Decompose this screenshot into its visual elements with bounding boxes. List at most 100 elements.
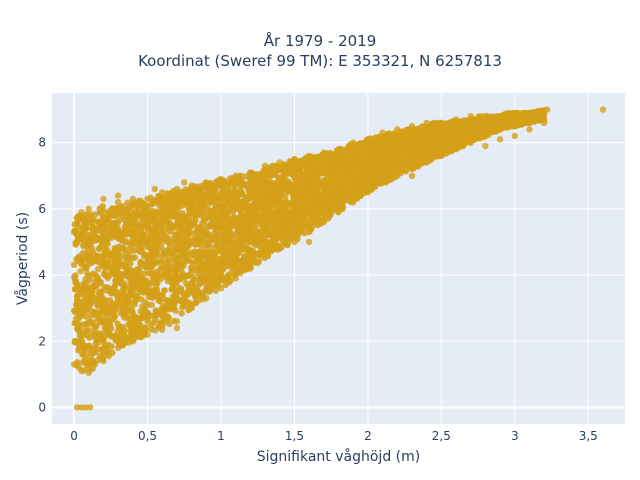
data-point	[161, 287, 168, 294]
data-point	[174, 215, 181, 222]
data-point	[97, 279, 105, 286]
data-point	[101, 236, 108, 243]
data-point	[115, 334, 122, 342]
data-point	[78, 259, 85, 266]
data-point	[177, 285, 184, 292]
chart-subtitle: Koordinat (Sweref 99 TM): E 353321, N 62…	[138, 52, 502, 70]
data-point	[101, 250, 109, 258]
data-point	[409, 130, 416, 137]
data-point	[220, 210, 227, 217]
data-point	[241, 232, 249, 239]
data-point	[109, 311, 116, 318]
data-point	[345, 179, 352, 186]
data-point	[144, 212, 152, 220]
data-point	[181, 217, 188, 224]
data-point	[96, 208, 104, 215]
data-point	[144, 301, 151, 308]
data-point	[299, 188, 307, 195]
data-point	[424, 135, 432, 142]
data-point	[342, 154, 350, 161]
data-point	[167, 228, 174, 235]
data-point	[439, 141, 446, 148]
data-point	[86, 257, 93, 265]
data-point	[111, 219, 119, 227]
data-point	[291, 184, 298, 191]
data-point	[152, 307, 159, 314]
data-point	[79, 339, 86, 346]
data-point	[103, 297, 110, 304]
data-point	[72, 286, 79, 293]
data-point	[151, 317, 159, 324]
data-point	[264, 192, 272, 200]
data-point	[379, 147, 387, 154]
data-point	[350, 152, 357, 159]
data-point	[159, 257, 166, 264]
data-point	[141, 252, 148, 260]
data-point	[174, 295, 181, 302]
data-point	[306, 161, 314, 169]
data-point	[88, 291, 96, 298]
data-point	[152, 229, 159, 237]
data-point	[138, 280, 145, 288]
data-point	[241, 243, 248, 250]
data-point	[177, 220, 184, 227]
data-point	[214, 231, 221, 238]
data-point	[284, 241, 291, 249]
data-point	[123, 259, 130, 266]
data-point	[86, 342, 93, 349]
data-point	[123, 263, 130, 271]
data-point	[300, 222, 307, 230]
data-point	[248, 209, 256, 217]
data-point	[159, 292, 166, 300]
data-point	[123, 314, 130, 322]
data-point	[183, 253, 190, 260]
data-point	[387, 134, 394, 141]
data-point	[197, 256, 205, 264]
data-point	[196, 280, 203, 287]
data-point	[87, 311, 95, 319]
data-point	[86, 327, 93, 334]
data-point	[170, 241, 177, 248]
data-point	[328, 205, 335, 212]
data-point	[107, 268, 115, 275]
data-point	[395, 142, 402, 149]
data-point	[220, 201, 228, 209]
data-point	[197, 185, 204, 192]
data-point	[249, 259, 256, 266]
data-point	[122, 291, 129, 298]
data-point	[119, 286, 127, 293]
data-point	[189, 259, 196, 266]
data-point	[188, 207, 196, 214]
data-point	[132, 332, 139, 339]
data-point	[115, 323, 122, 331]
data-point	[125, 216, 132, 223]
data-point	[335, 175, 343, 183]
data-point	[137, 197, 144, 204]
data-point	[109, 349, 116, 356]
data-point	[108, 325, 115, 332]
data-point	[94, 345, 102, 353]
data-point	[210, 251, 218, 258]
data-point	[110, 284, 118, 291]
data-point	[218, 245, 226, 252]
data-point	[322, 159, 330, 166]
data-point	[291, 209, 298, 217]
data-point	[160, 272, 168, 279]
data-point	[165, 314, 172, 321]
data-point	[101, 341, 109, 349]
data-point	[95, 245, 103, 253]
data-point	[372, 163, 379, 170]
data-point	[72, 319, 79, 326]
data-point	[381, 169, 389, 176]
data-point	[100, 348, 107, 355]
data-point	[249, 189, 256, 197]
data-point	[174, 194, 181, 201]
data-point	[276, 213, 284, 220]
data-point	[95, 331, 103, 338]
data-point	[269, 163, 276, 171]
data-point	[387, 165, 395, 173]
data-point	[161, 217, 168, 224]
data-point	[108, 343, 115, 350]
data-point	[144, 309, 151, 316]
